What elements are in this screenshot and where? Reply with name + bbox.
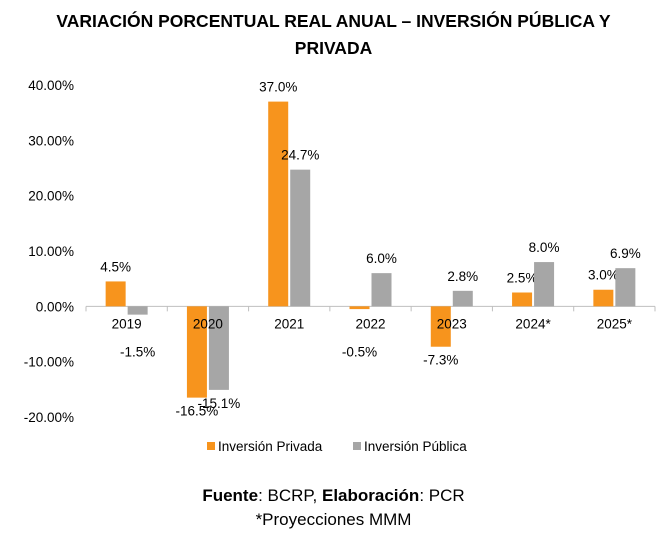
bar-inversion-publica — [290, 169, 311, 307]
bar-inversion-privada — [512, 292, 533, 307]
y-tick-label: -20.00% — [24, 410, 74, 425]
chart-title-line-1: VARIACIÓN PORCENTUAL REAL ANUAL – INVERS… — [56, 11, 611, 31]
x-tick-label: 2020 — [193, 316, 223, 331]
y-tick-label: 40.00% — [28, 78, 74, 93]
bar-chart: 40.00% 30.00% 20.00% 10.00% 0.00% -10.00% -20.… — [24, 78, 656, 454]
elaboration-value: : PCR — [419, 486, 465, 505]
y-tick-label: 10.00% — [28, 244, 74, 259]
elaboration-label: Elaboración — [322, 486, 420, 505]
source-label: Fuente — [202, 486, 259, 505]
legend-swatch-publica — [353, 442, 361, 450]
data-label-publica: -15.1% — [198, 396, 241, 411]
legend-swatch-privada — [207, 442, 215, 450]
bar-inversion-privada — [593, 289, 614, 307]
data-label-publica: 24.7% — [281, 148, 319, 163]
chart-title-line-2: PRIVADA — [294, 38, 373, 58]
x-tick-label: 2023 — [437, 316, 467, 331]
y-tick-label: -10.00% — [24, 355, 74, 370]
data-label-publica: 6.9% — [610, 246, 641, 261]
bar-inversion-privada — [105, 281, 126, 307]
legend-label-privada: Inversión Privada — [218, 439, 323, 454]
bar-inversion-privada — [186, 306, 207, 398]
bar-inversion-publica — [208, 306, 229, 390]
chart-title: VARIACIÓN PORCENTUAL REAL ANUAL – INVERS… — [0, 8, 667, 62]
x-tick-label: 2021 — [274, 316, 304, 331]
data-label-privada: 37.0% — [259, 80, 297, 95]
data-label-privada: -0.5% — [342, 344, 377, 359]
x-tick-label: 2019 — [112, 316, 142, 331]
data-label-privada: -7.3% — [423, 353, 458, 368]
source-note: Fuente: BCRP, Elaboración: PCR — [0, 484, 667, 508]
data-label-publica: -1.5% — [120, 344, 155, 359]
data-label-privada: 2.5% — [507, 271, 538, 286]
bar-inversion-privada — [430, 306, 451, 347]
bar-inversion-privada — [268, 101, 289, 307]
bar-inversion-privada — [349, 306, 370, 310]
data-label-privada: 4.5% — [100, 259, 131, 274]
data-label-privada: -16.5% — [176, 404, 219, 419]
bar-inversion-publica — [452, 290, 473, 307]
data-label-publica: 2.8% — [447, 269, 478, 284]
bar-inversion-publica — [127, 306, 148, 315]
source-value: : BCRP, — [258, 486, 322, 505]
data-label-privada: 3.0% — [588, 268, 619, 283]
x-tick-label: 2024* — [515, 316, 551, 331]
y-tick-label: 0.00% — [36, 299, 74, 314]
projection-note: *Proyecciones MMM — [255, 510, 412, 529]
x-tick-label: 2025* — [597, 316, 633, 331]
bar-inversion-publica — [371, 273, 392, 307]
bar-inversion-publica — [534, 262, 555, 307]
x-tick-label: 2022 — [355, 316, 385, 331]
legend-label-publica: Inversión Pública — [364, 439, 467, 454]
y-tick-label: 30.00% — [28, 133, 74, 148]
data-label-publica: 8.0% — [529, 240, 560, 255]
bar-inversion-publica — [615, 268, 636, 307]
y-tick-label: 20.00% — [28, 189, 74, 204]
data-label-publica: 6.0% — [366, 251, 397, 266]
